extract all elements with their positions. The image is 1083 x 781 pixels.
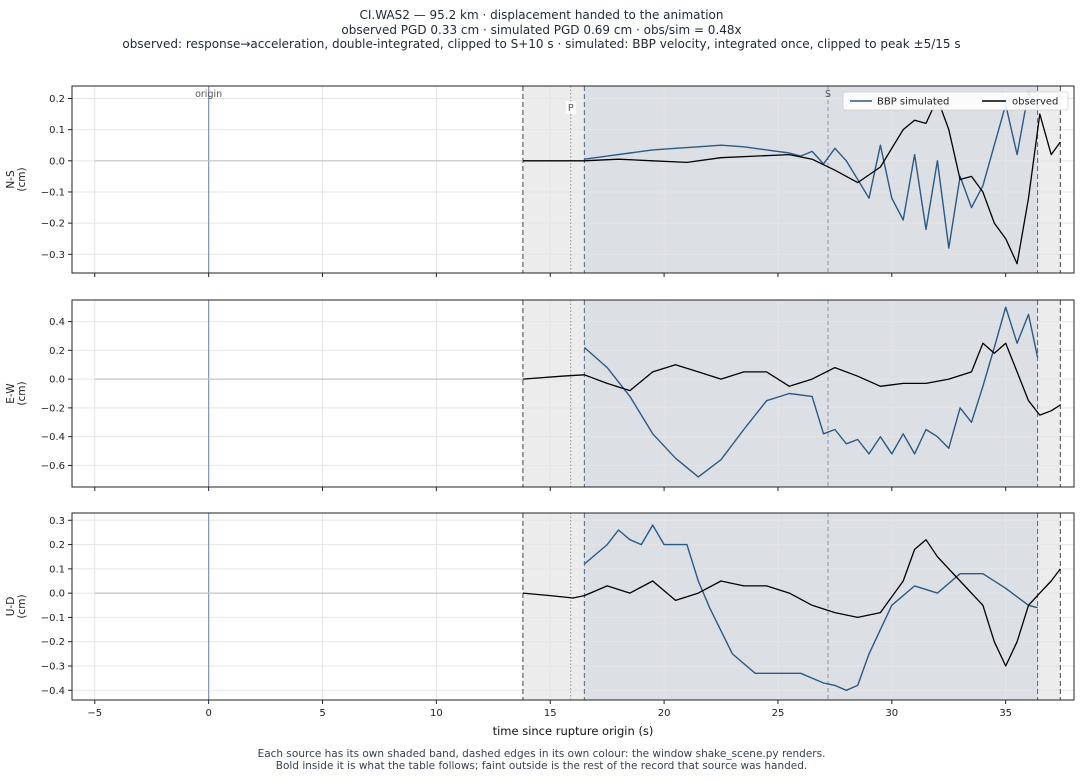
y-axis-label: (cm): [16, 167, 28, 191]
p-label-bg: [565, 101, 576, 114]
y-axis-label: N-S: [5, 170, 17, 189]
legend-label-simulated: BBP simulated: [877, 97, 949, 108]
simulated-window-band: [584, 300, 1038, 487]
observed-trace: [522, 97, 1061, 265]
y-tick-label: −0.1: [41, 613, 65, 624]
x-axis-label: time since rupture origin (s): [493, 724, 654, 738]
chart-title-line3: observed: response→acceleration, double-…: [122, 37, 961, 51]
y-tick-label: −0.4: [41, 432, 65, 443]
y-tick-label: −0.1: [41, 187, 65, 198]
panel-frame: [71, 512, 1075, 701]
y-tick-label: 0.0: [49, 589, 65, 600]
simulated-window-band: [584, 513, 1038, 700]
simulated-window-band: [584, 86, 1038, 273]
caption-line1: Each source has its own shaded band, das…: [257, 748, 826, 760]
legend-label-observed: observed: [1012, 97, 1058, 108]
s-arrival-label: S: [825, 89, 831, 100]
origin-marker-label: origin: [195, 89, 222, 100]
y-axis-label: U-D: [5, 597, 17, 617]
y-tick-label: −0.2: [41, 637, 65, 648]
x-tick-label: 5: [319, 708, 325, 719]
panel-frame: [71, 299, 1075, 488]
y-tick-label: 0.3: [49, 516, 65, 527]
y-tick-label: −0.4: [41, 686, 65, 697]
simulated-trace: [583, 524, 1038, 691]
observed-trace: [522, 342, 1061, 416]
y-tick-label: 0.0: [49, 375, 65, 386]
x-tick-label: 20: [658, 708, 671, 719]
x-tick-label: 35: [999, 708, 1012, 719]
chart-title-line1: CI.WAS2 — 95.2 km · displacement handed …: [359, 8, 724, 22]
x-tick-label: −5: [87, 708, 102, 719]
y-tick-label: 0.1: [49, 564, 65, 575]
y-tick-label: −0.2: [41, 219, 65, 230]
simulated-trace: [583, 306, 1039, 478]
y-tick-label: −0.2: [41, 403, 65, 414]
panel-frame: [71, 85, 1075, 274]
y-tick-label: −0.3: [41, 250, 65, 261]
panel-1: −0.3 −0.2 −0.1 0.0 0.1 0.2 origin P S N-S (cm) BBP …: [5, 85, 1075, 277]
y-tick-label: 0.2: [49, 94, 65, 105]
y-tick-label: 0.2: [49, 540, 65, 551]
y-tick-label: −0.3: [41, 662, 65, 673]
caption-line2: Bold inside it is what the table follows…: [275, 760, 808, 772]
panel-2: −0.6 −0.4 −0.2 0.0 0.2 0.4 E-W (cm): [5, 299, 1075, 491]
y-tick-label: 0.2: [49, 346, 65, 357]
y-axis-label: E-W: [5, 383, 17, 404]
y-tick-label: 0.0: [49, 156, 65, 167]
x-tick-label: 10: [430, 708, 443, 719]
legend-box: [842, 91, 1069, 111]
p-arrival-label: P: [568, 103, 574, 114]
chart-title-line2: observed PGD 0.33 cm · simulated PGD 0.6…: [341, 22, 742, 37]
x-tick-label: 0: [205, 708, 211, 719]
legend: BBP simulated observed: [842, 91, 1069, 111]
y-tick-label: 0.4: [49, 317, 65, 328]
x-tick-label: 15: [544, 708, 557, 719]
panel-3: −0.4 −0.3 −0.2 −0.1 0.0 0.1 0.2 0.3 U-D (cm) −5 0 5 1…: [5, 512, 1075, 738]
observed-trace: [522, 539, 1061, 667]
y-axis-label: (cm): [16, 594, 28, 618]
x-tick-label: 30: [885, 708, 898, 719]
y-tick-label: −0.6: [41, 461, 65, 472]
y-axis-label: (cm): [16, 381, 28, 405]
x-tick-label: 25: [772, 708, 785, 719]
y-tick-label: 0.1: [49, 125, 65, 136]
